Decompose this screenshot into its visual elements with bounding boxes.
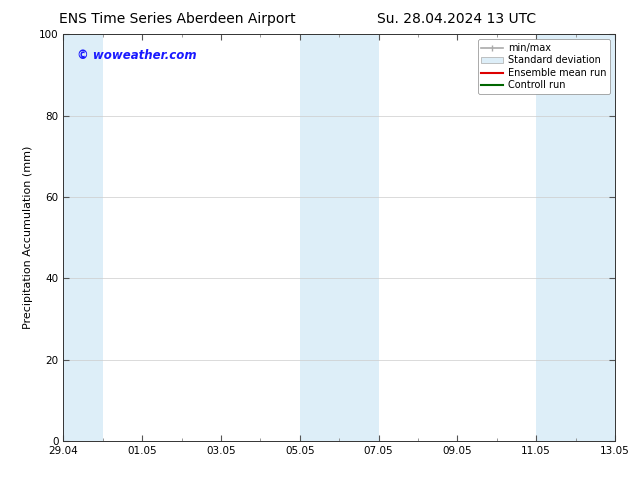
Bar bbox=[63, 34, 103, 441]
Text: © woweather.com: © woweather.com bbox=[77, 49, 197, 62]
Bar bbox=[300, 34, 378, 441]
Bar bbox=[536, 34, 615, 441]
Legend: min/max, Standard deviation, Ensemble mean run, Controll run: min/max, Standard deviation, Ensemble me… bbox=[477, 39, 610, 94]
Text: ENS Time Series Aberdeen Airport: ENS Time Series Aberdeen Airport bbox=[59, 12, 296, 26]
Y-axis label: Precipitation Accumulation (mm): Precipitation Accumulation (mm) bbox=[23, 146, 34, 329]
Text: Su. 28.04.2024 13 UTC: Su. 28.04.2024 13 UTC bbox=[377, 12, 536, 26]
